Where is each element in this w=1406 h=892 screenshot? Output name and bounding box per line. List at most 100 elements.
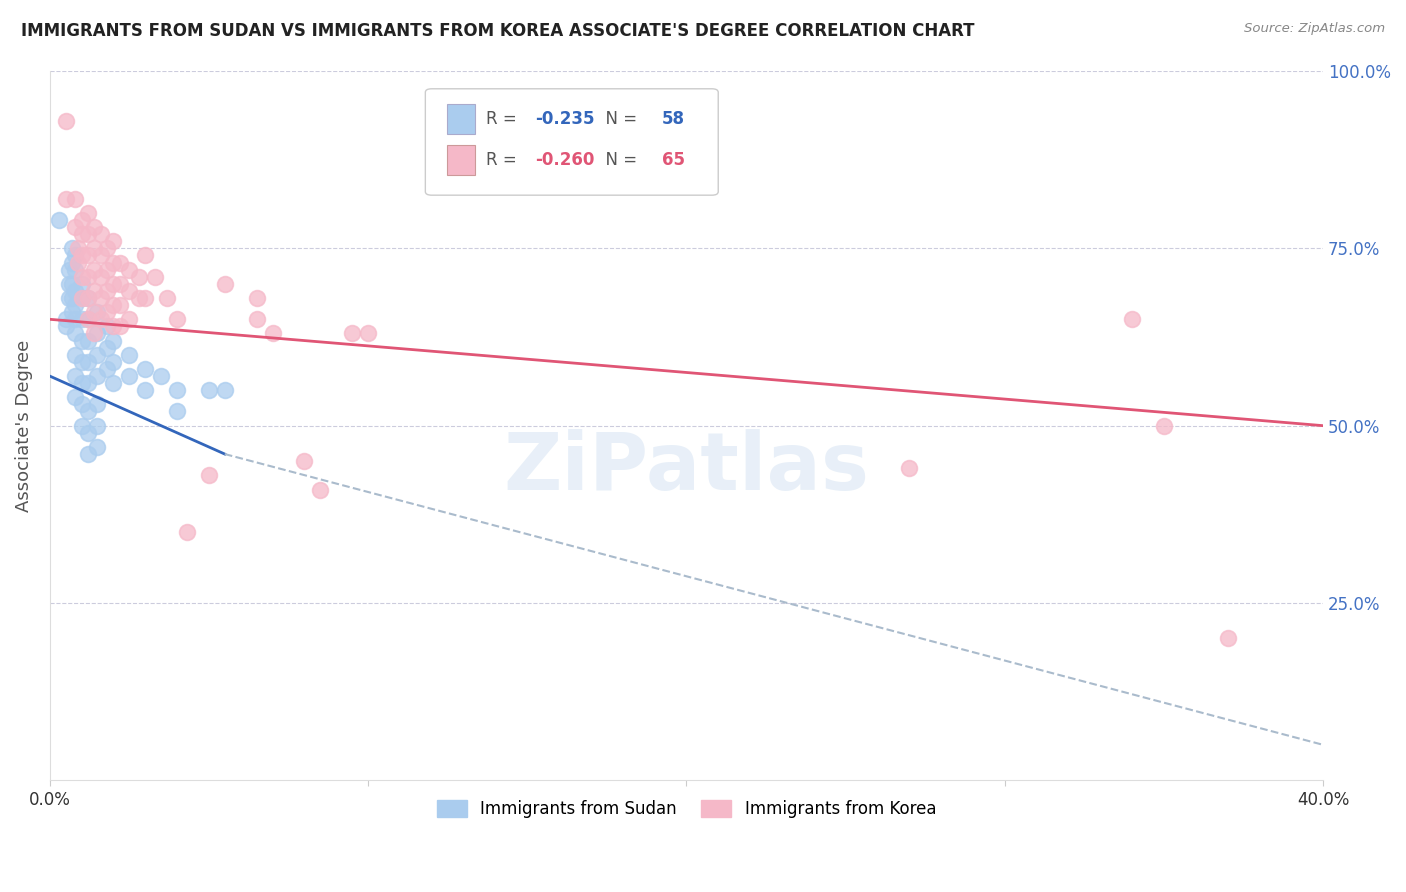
Point (63, 262, 86, 277)
Point (67, 241, 90, 255)
Point (60, 277, 83, 291)
Point (340, 326, 363, 341)
Point (83, 262, 105, 277)
Point (58, 291, 80, 305)
Point (86, 397, 108, 411)
Point (166, 383, 188, 397)
Point (96, 305, 118, 319)
Point (96, 284, 118, 298)
Point (70, 334, 93, 348)
Point (103, 298, 125, 312)
Point (70, 277, 93, 291)
Point (86, 418, 108, 433)
Point (70, 213, 93, 227)
Point (63, 220, 86, 235)
Point (70, 418, 93, 433)
Point (134, 383, 156, 397)
Point (108, 255, 131, 269)
Point (118, 284, 141, 298)
Point (156, 291, 179, 305)
Point (76, 291, 98, 305)
Point (70, 312, 93, 326)
Point (76, 425, 98, 440)
Point (898, 461, 921, 475)
Point (86, 326, 108, 341)
Point (90, 248, 112, 262)
Point (134, 248, 156, 262)
Point (63, 326, 86, 341)
Text: IMMIGRANTS FROM SUDAN VS IMMIGRANTS FROM KOREA ASSOCIATE'S DEGREE CORRELATION CH: IMMIGRANTS FROM SUDAN VS IMMIGRANTS FROM… (21, 22, 974, 40)
Point (128, 291, 150, 305)
FancyBboxPatch shape (447, 145, 475, 175)
Point (83, 220, 105, 235)
Point (70, 355, 93, 369)
Point (70, 248, 93, 262)
Point (58, 262, 80, 277)
Point (55, 312, 77, 326)
Point (55, 319, 77, 334)
Point (118, 348, 141, 362)
Point (63, 192, 86, 206)
Point (70, 269, 93, 284)
Text: -0.260: -0.260 (534, 151, 595, 169)
Point (76, 447, 98, 461)
Point (90, 269, 112, 284)
Point (103, 255, 125, 269)
Point (83, 305, 105, 319)
Point (143, 269, 166, 284)
Text: -0.235: -0.235 (534, 111, 595, 128)
Point (76, 355, 98, 369)
Point (70, 291, 93, 305)
Point (70, 291, 93, 305)
Point (76, 291, 98, 305)
Point (63, 284, 86, 298)
Point (60, 255, 83, 269)
Point (118, 262, 141, 277)
Point (67, 255, 90, 269)
Point (96, 341, 118, 355)
Point (246, 312, 269, 326)
Point (90, 312, 112, 326)
Point (166, 404, 188, 418)
Point (60, 241, 83, 255)
Point (55, 192, 77, 206)
Point (176, 524, 198, 539)
Point (76, 404, 98, 418)
Point (70, 227, 93, 242)
Point (70, 376, 93, 391)
Point (76, 334, 98, 348)
Point (262, 326, 284, 341)
Point (76, 312, 98, 326)
Point (90, 227, 112, 242)
Point (86, 369, 108, 384)
Point (103, 334, 125, 348)
Point (48, 213, 70, 227)
Point (86, 305, 108, 319)
Point (128, 269, 150, 284)
Point (96, 319, 118, 334)
Point (63, 348, 86, 362)
Text: R =: R = (486, 151, 523, 169)
Y-axis label: Associate's Degree: Associate's Degree (15, 340, 32, 512)
Point (134, 362, 156, 376)
Text: 65: 65 (662, 151, 685, 169)
FancyBboxPatch shape (426, 89, 718, 195)
Point (86, 440, 108, 454)
Point (96, 362, 118, 376)
Point (63, 298, 86, 312)
Point (198, 468, 221, 483)
Point (1153, 418, 1175, 433)
Point (118, 312, 141, 326)
Point (103, 319, 125, 334)
Point (96, 241, 118, 255)
Legend: Immigrants from Sudan, Immigrants from Korea: Immigrants from Sudan, Immigrants from K… (430, 794, 943, 825)
Point (103, 376, 125, 391)
Point (60, 305, 83, 319)
Point (76, 376, 98, 391)
Point (118, 369, 141, 384)
Point (58, 277, 80, 291)
Point (214, 277, 236, 291)
Point (63, 369, 86, 384)
Point (108, 319, 131, 334)
Point (63, 312, 86, 326)
